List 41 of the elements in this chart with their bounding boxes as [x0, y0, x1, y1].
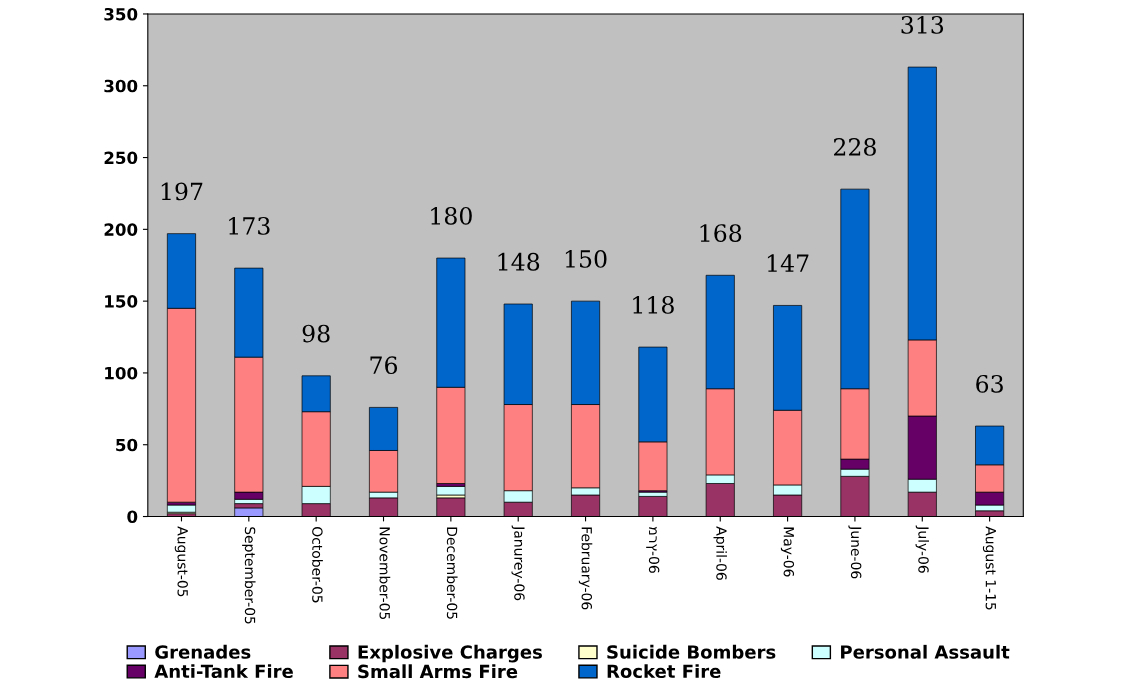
total-label: 118	[633, 295, 674, 314]
total-label: 197	[161, 182, 203, 201]
x-tick-label: November-05	[379, 527, 391, 620]
legend-label: Small Arms Fire	[358, 664, 518, 679]
x-tick-label: June-06	[848, 525, 862, 579]
total-label: 180	[431, 206, 472, 225]
total-label: 168	[700, 224, 742, 242]
x-tick-label: February-06	[578, 527, 593, 610]
x-tick-label: מרץ-06	[646, 526, 660, 573]
x-tick-label: August-05	[174, 526, 188, 597]
legend-label: Anti-Tank Fire	[154, 664, 293, 679]
total-label: 148	[498, 252, 540, 271]
y-tick-label: 250	[104, 151, 138, 165]
total-label: 98	[302, 324, 330, 343]
legend-label: Rocket Fire	[607, 664, 721, 679]
total-label: 313	[901, 15, 944, 34]
x-tick-label: April-06	[713, 526, 727, 580]
total-label: 150	[565, 249, 607, 268]
y-tick-label: 0	[127, 510, 138, 524]
total-label: 228	[834, 137, 876, 156]
x-tick-label: December-05	[446, 527, 458, 619]
x-tick-label: May-06	[780, 527, 795, 577]
y-tick-label: 150	[105, 295, 138, 308]
total-label: 147	[767, 254, 809, 272]
x-tick-label: September-05	[242, 527, 256, 624]
y-tick-label: 200	[104, 223, 138, 236]
y-tick-label: 100	[105, 366, 138, 380]
x-tick-label: Janurey-06	[511, 525, 525, 601]
legend-label: Suicide Bombers	[607, 644, 776, 659]
x-tick-label: July-06	[915, 525, 929, 573]
y-tick-label: 350	[104, 7, 138, 21]
total-label: 63	[976, 374, 1003, 393]
legend-label: Explosive Charges	[358, 644, 542, 663]
total-label: 76	[370, 356, 398, 375]
x-tick-label: October-05	[312, 527, 323, 603]
x-tick-label: August 1-15	[982, 526, 996, 610]
total-label: 173	[229, 216, 270, 235]
legend-label: Personal Assault	[841, 644, 1010, 659]
y-tick-label: 50	[116, 438, 138, 452]
y-tick-label: 300	[104, 79, 138, 93]
legend-label: Grenades	[155, 644, 251, 659]
